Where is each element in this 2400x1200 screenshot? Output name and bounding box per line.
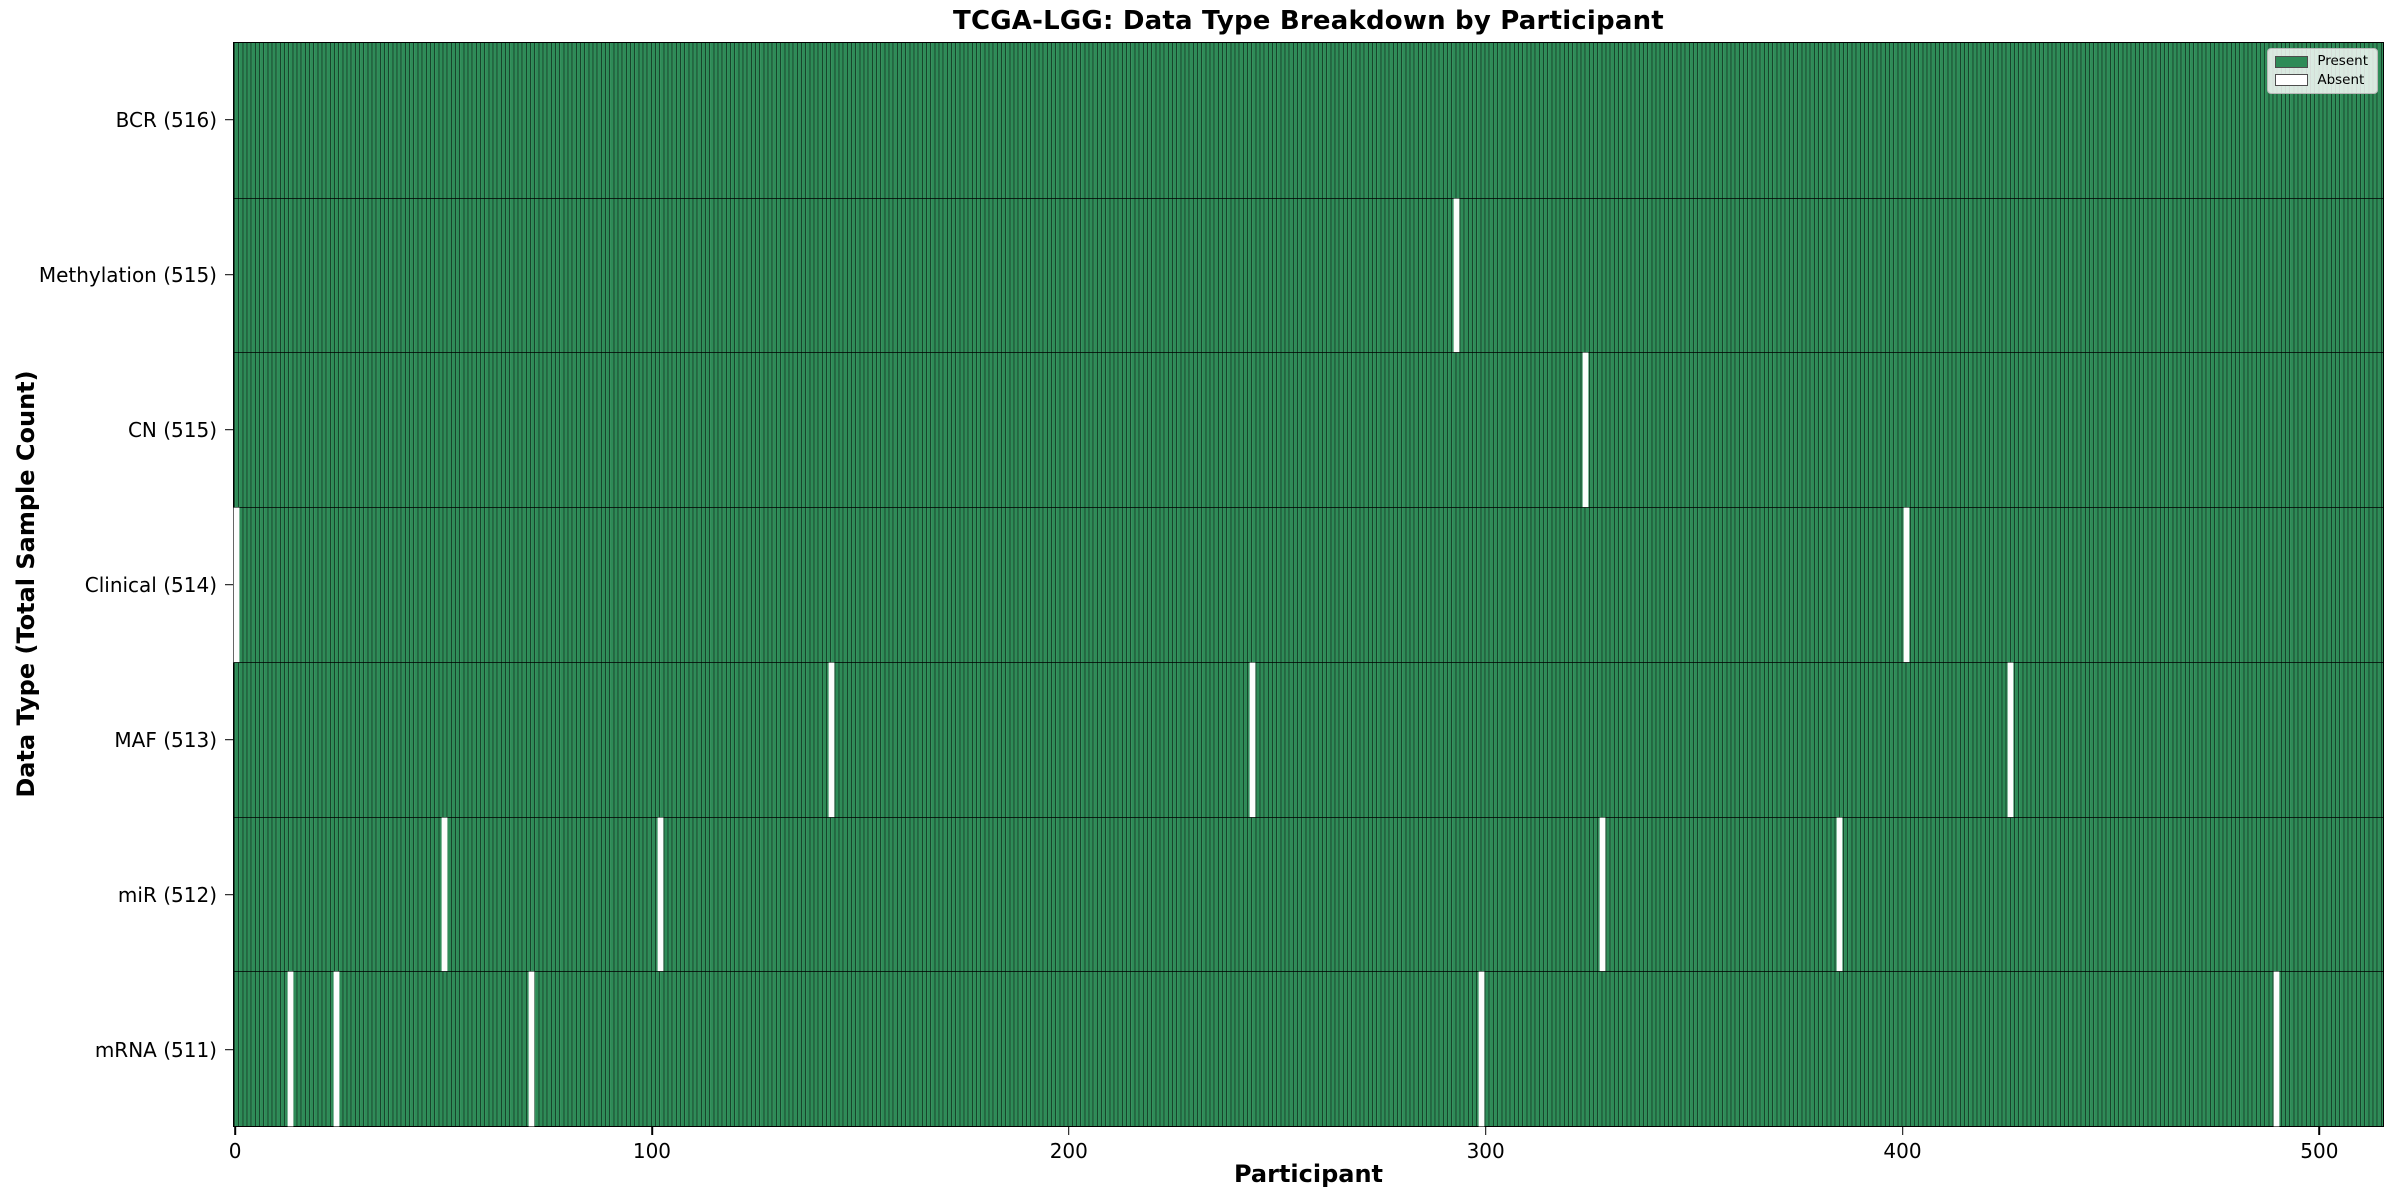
x-tick-label-500: 500 — [2300, 1139, 2339, 1163]
absent-gap — [2007, 662, 2013, 817]
y-tick-mark — [225, 273, 233, 276]
legend-label-present: Present — [2317, 53, 2368, 69]
y-tick-label-MAF: MAF (513) — [114, 727, 217, 752]
x-axis-label: Participant — [1233, 1160, 1384, 1188]
legend-entry-absent: Absent — [2275, 71, 2368, 88]
x-tick-mark — [1901, 1127, 1904, 1135]
chart-title: TCGA-LGG: Data Type Breakdown by Partici… — [953, 6, 1664, 36]
absent-gap — [529, 972, 535, 1126]
y-tick-mark — [225, 738, 233, 741]
y-tick-label-Methylation: Methylation (515) — [38, 262, 217, 287]
y-tick-mark — [225, 893, 233, 896]
heatmap-row-BCR — [234, 43, 2383, 198]
present-swatch-icon — [2275, 55, 2309, 68]
absent-gap — [1582, 353, 1588, 508]
y-tick-mark — [225, 428, 233, 431]
absent-gap — [1903, 508, 1909, 662]
x-tick-label-300: 300 — [1466, 1139, 1505, 1163]
absent-gap — [829, 662, 835, 817]
heatmap-row-Methylation — [234, 197, 2383, 353]
y-tick-label-CN: CN (515) — [127, 417, 217, 442]
absent-gap — [1599, 817, 1605, 972]
x-axis-ticks: 0 100 200 300 400 500 — [229, 1127, 2384, 1167]
y-tick-label-miR: miR (512) — [117, 882, 217, 907]
heatmap-row-CN — [234, 352, 2383, 508]
absent-gap — [1478, 972, 1484, 1126]
absent-gap — [2274, 972, 2280, 1126]
y-tick-mark — [225, 583, 233, 586]
x-tick-mark — [2318, 1127, 2321, 1135]
y-tick-mark — [225, 118, 233, 121]
absent-gap — [658, 817, 664, 972]
x-tick-mark — [234, 1127, 236, 1135]
x-tick-label-100: 100 — [632, 1139, 672, 1163]
legend-entry-present: Present — [2275, 53, 2368, 69]
x-tick-label-400: 400 — [1883, 1139, 1922, 1163]
plot-rows — [233, 43, 2383, 1126]
y-axis-ticks: BCR (516) Methylation (515) CN (515) Clinic… — [0, 42, 233, 1127]
y-tick-label-BCR: BCR (516) — [115, 107, 217, 132]
plot-area: Present Absent — [233, 42, 2384, 1127]
x-tick-mark — [1484, 1127, 1487, 1135]
x-tick-label-0: 0 — [228, 1139, 242, 1163]
absent-gap — [233, 508, 239, 662]
absent-swatch-icon — [2275, 74, 2309, 87]
absent-gap — [1453, 198, 1459, 353]
x-tick-mark — [1068, 1127, 1070, 1135]
heatmap-row-MAF — [234, 661, 2383, 817]
heatmap-row-miR — [234, 816, 2383, 972]
heatmap-row-Clinical — [233, 507, 2383, 662]
absent-gap — [333, 972, 339, 1126]
legend: Present Absent — [2267, 48, 2378, 94]
absent-gap — [287, 972, 293, 1126]
absent-gap — [1837, 817, 1842, 972]
absent-gap — [1249, 662, 1255, 817]
x-tick-label-200: 200 — [1049, 1139, 1088, 1163]
legend-label-absent: Absent — [2317, 71, 2365, 88]
y-tick-mark — [225, 1048, 233, 1051]
heatmap-row-mRNA — [234, 971, 2383, 1126]
x-tick-mark — [651, 1127, 653, 1135]
absent-gap — [441, 817, 447, 972]
y-tick-label-Clinical: Clinical (514) — [84, 572, 217, 597]
y-tick-label-mRNA: mRNA (511) — [94, 1037, 217, 1062]
